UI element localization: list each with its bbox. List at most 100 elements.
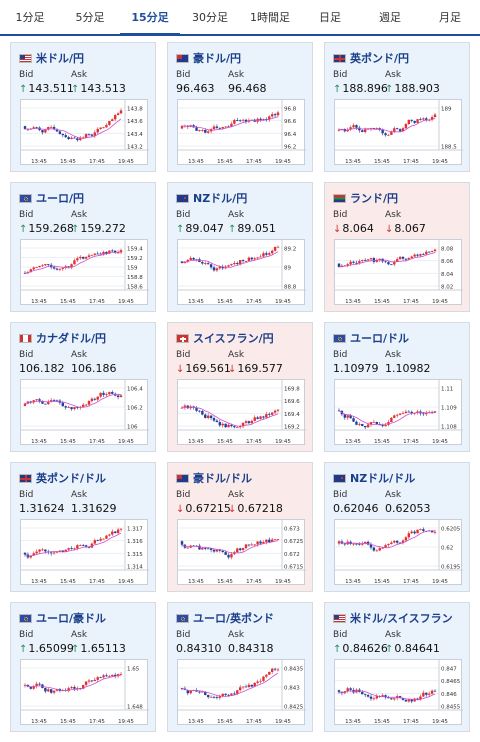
pair-title[interactable]: NZドル/円 <box>176 190 247 206</box>
bid-value: 0.84310 <box>176 642 222 655</box>
pair-title[interactable]: NZドル/ドル <box>333 470 415 486</box>
candle-body <box>195 407 198 411</box>
tab-8[interactable]: 月足 <box>439 11 461 24</box>
x-tick-label: 19:45 <box>432 719 448 725</box>
candle-body <box>404 699 408 702</box>
pair-title[interactable]: 米ドル/スイスフラン <box>333 610 453 626</box>
x-tick-label: 15:45 <box>374 299 390 305</box>
chart-container[interactable]: 0.673 0.6725 0.672 0.6715 13:45 15:45 17:45 19:… <box>177 519 306 585</box>
rate-card[interactable]: ユーロ/ドル Bid Ask 1.10979 1.10982 1.11 1.109 1.108… <box>324 322 470 452</box>
bid-number: 1.10979 <box>333 362 379 375</box>
rate-card[interactable]: ユーロ/英ポンド Bid Ask 0.84310 0.84318 0.8435 0.843 0… <box>167 602 313 732</box>
rate-card[interactable]: 英ポンド/ドル Bid Ask 1.31624 1.31629 1.317 1.316 1.3… <box>10 462 156 592</box>
rate-card[interactable]: ランド/円 Bid Ask ↓8.064 ↓8.067 8.08 8.06 8.04 8.02 1… <box>324 182 470 312</box>
candle-body <box>259 118 262 121</box>
candle-body <box>381 547 384 549</box>
x-tick-label: 17:45 <box>246 159 262 165</box>
candle-body <box>227 126 230 128</box>
pair-title[interactable]: ユーロ/豪ドル <box>19 610 106 626</box>
candle-body <box>410 531 413 534</box>
pair-title[interactable]: ユーロ/円 <box>19 190 84 206</box>
tab-6[interactable]: 日足 <box>319 11 341 24</box>
candle-body <box>276 246 280 248</box>
tab-5[interactable]: 1時間足 <box>250 11 290 24</box>
tab-3[interactable]: 15分足 <box>120 0 180 36</box>
chart-container[interactable]: 0.847 0.8465 0.846 0.8455 13:45 15:45 17:45 19:… <box>334 659 463 725</box>
x-tick-label: 15:45 <box>374 579 390 585</box>
tab-1[interactable]: 1分足 <box>15 11 45 24</box>
rate-card[interactable]: 豪ドル/円 Bid Ask 96.463 96.468 96.8 96.6 96.4 96.2 1… <box>167 42 313 172</box>
pair-title[interactable]: 豪ドル/ドル <box>176 470 252 486</box>
chart-container[interactable]: 1.65 1.648 13:45 15:45 17:45 19:45 <box>20 659 149 725</box>
candle-body <box>204 129 207 133</box>
candle-body <box>58 268 62 270</box>
y-tick-label: 0.6195 <box>441 565 461 571</box>
ask-label: Ask <box>228 70 245 80</box>
flag-icon <box>19 193 32 203</box>
flag-icon <box>19 473 32 483</box>
tab-2[interactable]: 5分足 <box>75 11 105 24</box>
chart-container[interactable]: 143.8 143.6 143.4 143.2 13:45 15:45 17:45 19:45 <box>20 99 149 165</box>
chart-container[interactable]: 8.08 8.06 8.04 8.02 13:45 15:45 17:45 19:45 <box>334 239 463 305</box>
bid-value: ↓169.561 <box>176 362 231 375</box>
candle-body <box>47 264 50 265</box>
candle-body <box>244 119 248 122</box>
candle-body <box>87 546 91 548</box>
candle-body <box>401 256 405 259</box>
candle-body <box>61 402 65 407</box>
chart-container[interactable]: 89.2 89 88.8 13:45 15:45 17:45 19:45 <box>177 239 306 305</box>
pair-name: 豪ドル/円 <box>193 52 242 65</box>
rate-card[interactable]: 米ドル/円 Bid Ask ↑143.511 ↑143.513 143.8 143.6 143… <box>10 42 156 172</box>
rate-card[interactable]: ユーロ/円 Bid Ask ↑159.268 ↑159.272 159.4 159.2 159… <box>10 182 156 312</box>
candle-body <box>209 415 213 419</box>
chart-container[interactable]: 159.4 159.2 159 158.8 158.6 13:45 15:45 17:45 19… <box>20 239 149 305</box>
candle-body <box>44 403 47 405</box>
candle-body <box>398 256 402 260</box>
chart-container[interactable]: 106.4 106.2 106 13:45 15:45 17:45 19:45 <box>20 379 149 445</box>
rate-card[interactable]: ユーロ/豪ドル Bid Ask ↑1.65099 ↑1.65113 1.65 1.648 13… <box>10 602 156 732</box>
chart-container[interactable]: 0.8435 0.843 0.8425 13:45 15:45 17:45 19:45 <box>177 659 306 725</box>
chart-container[interactable]: 1.317 1.316 1.315 1.314 13:45 15:45 17:45 19:45 <box>20 519 149 585</box>
pair-title[interactable]: 英ポンド/ドル <box>19 470 106 486</box>
x-tick-label: 13:45 <box>345 719 361 725</box>
candle-body <box>378 548 381 551</box>
rate-card[interactable]: カナダドル/円 Bid Ask 106.182 106.186 106.4 106.2 106… <box>10 322 156 452</box>
candle-body <box>270 114 274 117</box>
candle-body <box>276 409 280 411</box>
rate-card[interactable]: 豪ドル/ドル Bid Ask ↓0.67215 ↓0.67218 0.673 0.6725 0… <box>167 462 313 592</box>
ask-number: 1.31629 <box>71 502 117 515</box>
tab-4[interactable]: 30分足 <box>192 11 228 24</box>
pair-title[interactable]: ランド/円 <box>333 190 398 206</box>
candle-body <box>221 693 224 697</box>
candle-body <box>70 548 73 549</box>
x-tick-label: 19:45 <box>275 719 291 725</box>
pair-title[interactable]: ユーロ/ドル <box>333 330 409 346</box>
candle-body <box>93 398 97 400</box>
moving-average-line <box>24 393 122 408</box>
rate-card[interactable]: 米ドル/スイスフラン Bid Ask ↑0.84626 ↑0.84641 0.847 0.8… <box>324 602 470 732</box>
pair-title[interactable]: 豪ドル/円 <box>176 50 241 66</box>
chart-container[interactable]: 189 188.5 13:45 15:45 17:45 19:45 <box>334 99 463 165</box>
candle-body <box>218 696 222 698</box>
rate-card[interactable]: NZドル/ドル Bid Ask 0.62046 0.62053 0.6205 0.62 0.6… <box>324 462 470 592</box>
candle-body <box>244 544 248 549</box>
chart-container[interactable]: 0.6205 0.62 0.6195 13:45 15:45 17:45 19:45 <box>334 519 463 585</box>
rate-card[interactable]: NZドル/円 Bid Ask ↑89.047 ↑89.051 89.2 89 88.8 13:4… <box>167 182 313 312</box>
pair-title[interactable]: 米ドル/円 <box>19 50 84 66</box>
chart-container[interactable]: 1.11 1.109 1.108 13:45 15:45 17:45 19:45 <box>334 379 463 445</box>
pair-title[interactable]: カナダドル/円 <box>19 330 106 346</box>
chart-container[interactable]: 169.8 169.6 169.4 169.2 13:45 15:45 17:45 19:45 <box>177 379 306 445</box>
candle-body <box>361 424 364 427</box>
rate-card[interactable]: 英ポンド/円 Bid Ask ↑188.896 ↑188.903 189 188.5 13:4… <box>324 42 470 172</box>
pair-title[interactable]: 英ポンド/円 <box>333 50 409 66</box>
candle-body <box>413 254 416 257</box>
candle-body <box>268 116 271 120</box>
candle-body <box>58 131 62 134</box>
tab-7[interactable]: 週足 <box>379 11 401 24</box>
pair-title[interactable]: スイスフラン/円 <box>176 330 274 346</box>
candle-body <box>427 251 431 253</box>
pair-title[interactable]: ユーロ/英ポンド <box>176 610 274 626</box>
rate-card[interactable]: スイスフラン/円 Bid Ask ↓169.561 ↓169.577 169.8 169.6… <box>167 322 313 452</box>
candle-body <box>38 265 41 268</box>
chart-container[interactable]: 96.8 96.6 96.4 96.2 13:45 15:45 17:45 19:45 <box>177 99 306 165</box>
